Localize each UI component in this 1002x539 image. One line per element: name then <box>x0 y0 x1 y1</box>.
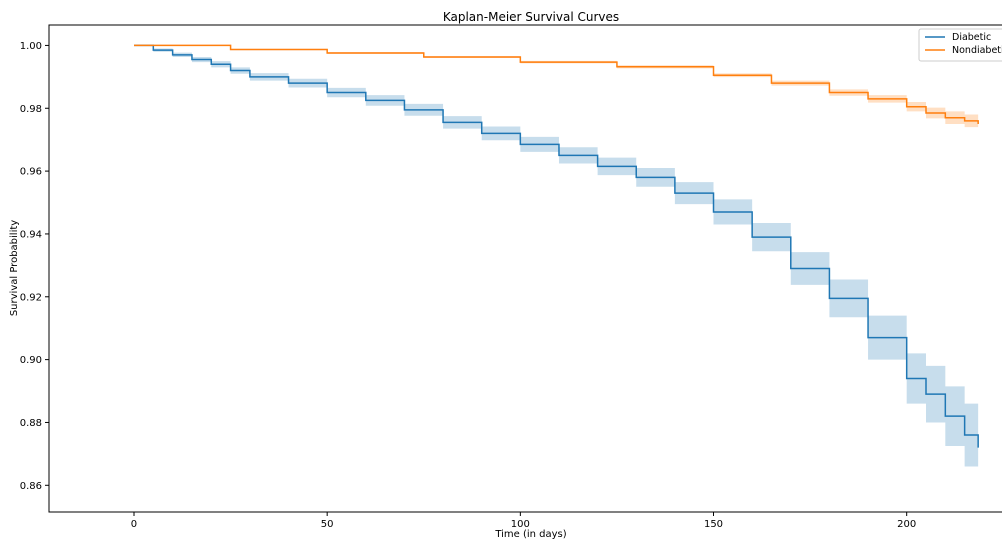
x-axis: 0 50 100 150 200 <box>131 512 916 530</box>
x-tick-label: 0 <box>131 519 137 530</box>
survival-lines <box>134 44 979 448</box>
confidence-bands <box>134 45 979 489</box>
ci-band-diabetic <box>134 45 979 489</box>
legend-label-nondiabetic: Nondiabetic <box>952 45 1002 56</box>
legend: Diabetic Nondiabetic <box>918 28 1002 62</box>
axes-frame <box>48 24 1002 513</box>
y-tick-label: 0.98 <box>20 104 42 115</box>
y-tick-label: 0.86 <box>20 481 42 492</box>
x-tick-label: 150 <box>704 519 723 530</box>
legend-label-diabetic: Diabetic <box>952 32 991 43</box>
ci-band-nondiabetic <box>134 45 979 131</box>
x-axis-label: Time (in days) <box>494 529 566 539</box>
y-tick-label: 1.00 <box>20 41 42 52</box>
y-axis: 0.86 0.88 0.90 0.92 0.94 0.96 0.98 1.00 <box>20 41 49 492</box>
y-tick-label: 0.90 <box>20 355 42 366</box>
x-tick-label: 100 <box>511 519 530 530</box>
plot-area <box>48 24 1002 513</box>
chart-title: Kaplan-Meier Survival Curves <box>443 10 619 24</box>
x-tick-label: 50 <box>321 519 334 530</box>
y-tick-label: 0.88 <box>20 418 42 429</box>
x-tick-label: 200 <box>897 519 916 530</box>
y-tick-label: 0.96 <box>20 167 42 178</box>
y-axis-label: Survival Probability <box>9 220 20 316</box>
y-tick-label: 0.92 <box>20 292 42 303</box>
survival-line-diabetic <box>134 44 979 448</box>
y-tick-label: 0.94 <box>20 229 42 240</box>
survival-line-nondiabetic <box>134 44 979 124</box>
